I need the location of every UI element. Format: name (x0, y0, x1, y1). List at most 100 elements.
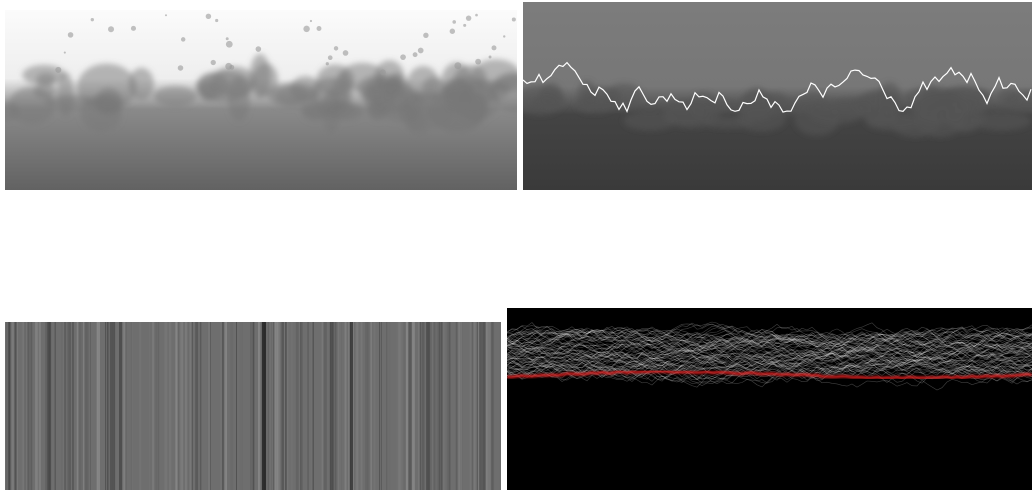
streak (271, 322, 273, 490)
streak (321, 322, 323, 490)
trace (507, 334, 1032, 354)
streak (90, 322, 91, 490)
trace (507, 323, 1032, 343)
trace (507, 337, 1032, 361)
streak (418, 322, 420, 490)
streak (435, 322, 437, 490)
trace (507, 341, 1032, 366)
streak (8, 322, 11, 490)
plume (333, 72, 353, 113)
plume (972, 111, 1031, 131)
plume (211, 66, 257, 98)
streak (370, 322, 373, 490)
trace (507, 357, 1032, 383)
plume (302, 104, 328, 122)
streak (340, 322, 343, 490)
trace (507, 323, 1032, 346)
streak (492, 322, 494, 490)
streak (436, 322, 439, 490)
plume (623, 110, 677, 131)
streak (338, 322, 339, 490)
streak (47, 322, 51, 490)
trace (507, 344, 1032, 368)
trace (507, 340, 1032, 365)
streak (332, 322, 334, 490)
streak (45, 322, 47, 490)
streak (208, 322, 210, 490)
speck (177, 65, 184, 71)
streak (343, 322, 346, 490)
speck (488, 55, 492, 59)
dark-streak (350, 322, 353, 490)
speck (452, 20, 456, 24)
speck (63, 51, 66, 54)
speck (180, 37, 186, 42)
streak (274, 322, 278, 490)
streak (276, 322, 280, 490)
plume (407, 91, 430, 137)
trace (507, 326, 1032, 352)
segmented-frame (523, 2, 1032, 190)
streak (252, 322, 255, 490)
streak (353, 322, 355, 490)
speck (108, 26, 115, 33)
speck (327, 55, 333, 61)
streak (447, 322, 450, 490)
streak (457, 322, 460, 490)
streak (440, 322, 443, 490)
trace (507, 326, 1032, 354)
streak (195, 322, 196, 490)
streak (81, 322, 84, 490)
streak (273, 322, 276, 490)
streak (258, 322, 259, 490)
streak (78, 322, 82, 490)
streak (483, 322, 486, 490)
trace (507, 331, 1032, 354)
streak (456, 322, 459, 490)
streak (68, 322, 71, 490)
trace (507, 326, 1032, 349)
trace (507, 354, 1032, 377)
speck (90, 18, 94, 22)
streak (412, 322, 415, 490)
streak (433, 322, 436, 490)
plume (530, 95, 559, 109)
speck (503, 35, 506, 38)
streak (358, 322, 362, 490)
streak (87, 322, 89, 490)
trace (507, 326, 1032, 356)
streak (473, 322, 476, 490)
trace (507, 359, 1032, 383)
plume (252, 63, 279, 97)
speck (463, 23, 467, 27)
interface-line (523, 61, 1032, 113)
streak (96, 322, 98, 490)
streak (54, 322, 56, 490)
trace (507, 354, 1032, 384)
streak (476, 322, 478, 490)
speck (309, 19, 313, 23)
streak (360, 322, 363, 490)
streak (426, 322, 429, 490)
streak (109, 322, 113, 490)
streak (295, 322, 299, 490)
streak (299, 322, 303, 490)
streak (260, 322, 262, 490)
streak (493, 322, 497, 490)
trace (507, 330, 1032, 353)
trace (507, 344, 1032, 367)
streak (230, 322, 234, 490)
streak (285, 322, 287, 490)
trace (507, 334, 1032, 359)
speck (164, 14, 168, 17)
streak (106, 322, 109, 490)
plume (865, 109, 897, 128)
trace (507, 363, 1032, 381)
streak (113, 322, 115, 490)
plume (766, 97, 807, 116)
speck (333, 46, 339, 51)
streak (35, 322, 38, 490)
plume (95, 87, 122, 117)
streak (401, 322, 404, 490)
